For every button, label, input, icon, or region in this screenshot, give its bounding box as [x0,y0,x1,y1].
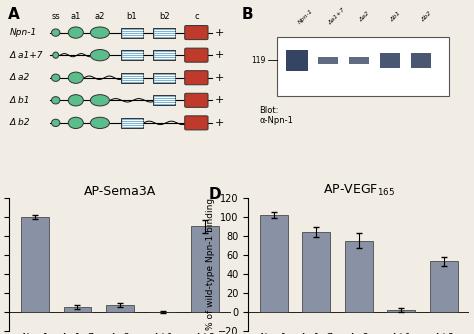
Ellipse shape [68,27,83,38]
Bar [64,307,91,312]
Text: +: + [214,95,224,105]
Bar [153,50,175,60]
Bar [345,240,373,312]
Bar [430,262,457,312]
FancyBboxPatch shape [185,26,208,40]
Bar [387,310,415,312]
FancyBboxPatch shape [185,48,208,62]
Bar [106,305,134,312]
Text: +: + [214,73,224,83]
Bar [121,73,143,83]
Bar [410,53,430,68]
Ellipse shape [68,117,83,129]
Bar [21,217,49,312]
Ellipse shape [52,97,60,104]
Text: b2: b2 [159,12,170,21]
Text: Δb1: Δb1 [390,11,402,23]
Text: A: A [8,7,19,22]
Bar [318,57,338,64]
Text: Δ a2: Δ a2 [9,73,30,82]
Ellipse shape [91,117,109,129]
Bar [121,50,143,60]
Text: +: + [214,118,224,128]
Bar [302,232,330,312]
Bar [121,118,143,128]
Bar [260,215,288,312]
Ellipse shape [52,74,60,81]
Bar [286,50,308,71]
Bar [121,28,143,37]
Ellipse shape [91,27,109,38]
Bar [380,53,400,68]
FancyBboxPatch shape [185,71,208,85]
Text: Δ b1: Δ b1 [9,96,30,105]
Text: Npn-1: Npn-1 [297,8,314,25]
Ellipse shape [53,52,59,58]
Title: AP-VEGF$_{165}$: AP-VEGF$_{165}$ [323,183,395,198]
Text: Npn-1: Npn-1 [9,28,36,37]
Bar [153,95,175,105]
Text: α-Npn-1: α-Npn-1 [259,116,293,125]
Ellipse shape [91,49,109,61]
Text: b1: b1 [127,12,137,21]
Text: 119: 119 [252,56,266,65]
Text: +: + [214,50,224,60]
Ellipse shape [52,29,60,36]
Title: AP-Sema3A: AP-Sema3A [84,185,156,198]
Bar [153,28,175,37]
Text: Δb2: Δb2 [420,11,433,23]
Y-axis label: % of wild-type Npn-1 binding: % of wild-type Npn-1 binding [206,198,215,330]
Bar [277,37,449,96]
Ellipse shape [91,95,109,106]
Ellipse shape [68,72,83,84]
Text: a1: a1 [71,12,81,21]
Ellipse shape [52,119,60,127]
Ellipse shape [68,95,83,106]
Text: D: D [209,187,221,202]
Text: Δa2: Δa2 [359,11,371,23]
Text: Δa1+7: Δa1+7 [328,7,346,26]
Text: Δ a1+7: Δ a1+7 [9,51,43,60]
Bar [191,226,219,312]
Text: c: c [194,12,199,21]
Text: Blot:: Blot: [259,106,279,115]
Text: ss: ss [51,12,60,21]
Text: +: + [214,28,224,38]
FancyBboxPatch shape [185,116,208,130]
Text: Δ b2: Δ b2 [9,118,30,127]
Bar [153,73,175,83]
Bar [349,57,369,64]
FancyBboxPatch shape [185,93,208,107]
Text: a2: a2 [95,12,105,21]
Text: B: B [242,7,253,22]
